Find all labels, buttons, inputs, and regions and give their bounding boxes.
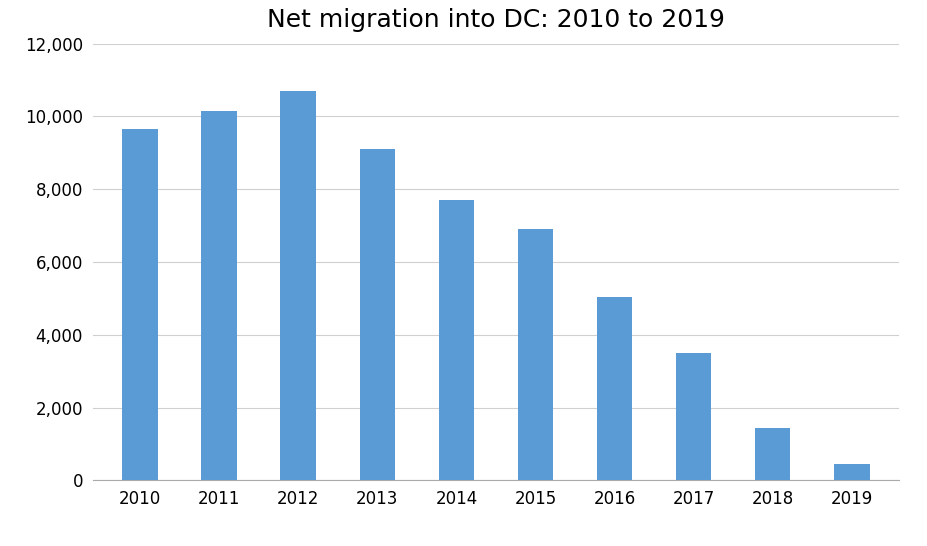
Bar — [438, 200, 475, 480]
Bar — [201, 111, 237, 480]
Bar — [360, 149, 395, 480]
Bar — [517, 229, 553, 480]
Title: Net migration into DC: 2010 to 2019: Net migration into DC: 2010 to 2019 — [267, 8, 725, 32]
Bar — [755, 428, 791, 480]
Bar — [834, 464, 870, 480]
Bar — [597, 296, 632, 480]
Bar — [281, 91, 316, 480]
Bar — [676, 353, 711, 480]
Bar — [122, 129, 158, 480]
